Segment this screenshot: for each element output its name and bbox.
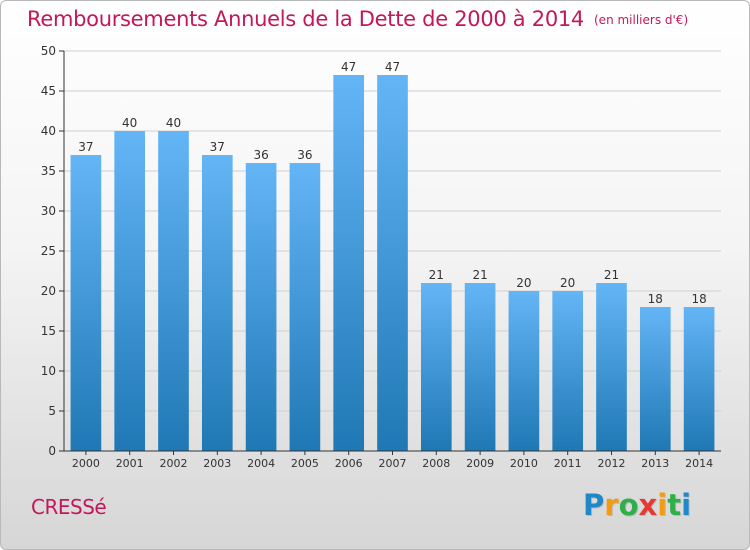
x-tick-label: 2011 bbox=[554, 457, 582, 470]
bar-value-label: 18 bbox=[648, 292, 663, 306]
bar-2001 bbox=[114, 131, 146, 451]
x-tick-label: 2006 bbox=[335, 457, 363, 470]
logo-letter: x bbox=[638, 488, 658, 522]
bar-2008 bbox=[420, 283, 452, 451]
bar-value-label: 20 bbox=[560, 276, 575, 290]
y-tick-label: 5 bbox=[48, 404, 56, 418]
logo-letter: o bbox=[618, 488, 639, 522]
x-tick-label: 2003 bbox=[203, 457, 231, 470]
bar-value-label: 36 bbox=[297, 148, 312, 162]
logo-letter: t bbox=[667, 488, 682, 522]
y-tick-label: 50 bbox=[41, 44, 56, 58]
y-tick-label: 40 bbox=[41, 124, 56, 138]
x-tick-label: 2005 bbox=[291, 457, 319, 470]
logo-letter: i bbox=[657, 488, 668, 522]
bar-value-label: 37 bbox=[78, 140, 93, 154]
bar-value-label: 21 bbox=[472, 268, 487, 282]
proxiti-logo: Proxiti bbox=[583, 488, 691, 522]
chart-title: Remboursements Annuels de la Dette de 20… bbox=[27, 7, 688, 31]
y-tick-label: 35 bbox=[41, 164, 56, 178]
x-tick-label: 2001 bbox=[116, 457, 144, 470]
x-tick-label: 2013 bbox=[641, 457, 669, 470]
chart-title-text: Remboursements Annuels de la Dette de 20… bbox=[27, 7, 584, 31]
bar-2009 bbox=[464, 283, 496, 451]
x-tick-label: 2010 bbox=[510, 457, 538, 470]
logo-letter: P bbox=[583, 488, 605, 522]
bar-value-label: 37 bbox=[210, 140, 225, 154]
y-tick-label: 10 bbox=[41, 364, 56, 378]
x-tick-label: 2014 bbox=[685, 457, 713, 470]
bar-2012 bbox=[596, 283, 627, 451]
bar-value-label: 21 bbox=[429, 268, 444, 282]
bar-2007 bbox=[377, 75, 408, 451]
x-tick-label: 2008 bbox=[422, 457, 450, 470]
bar-value-label: 40 bbox=[166, 116, 181, 130]
y-tick-label: 25 bbox=[41, 244, 56, 258]
y-tick-label: 45 bbox=[41, 84, 56, 98]
logo-letter: r bbox=[604, 488, 619, 522]
x-tick-label: 2012 bbox=[598, 457, 626, 470]
bar-value-label: 36 bbox=[253, 148, 268, 162]
bar-value-label: 20 bbox=[516, 276, 531, 290]
x-tick-label: 2000 bbox=[72, 457, 100, 470]
x-tick-label: 2009 bbox=[466, 457, 494, 470]
bar-value-label: 47 bbox=[341, 60, 356, 74]
bar-value-label: 18 bbox=[691, 292, 706, 306]
bar-2006 bbox=[333, 75, 365, 451]
x-tick-label: 2004 bbox=[247, 457, 275, 470]
y-tick-label: 20 bbox=[41, 284, 56, 298]
x-tick-label: 2007 bbox=[379, 457, 407, 470]
bar-value-label: 40 bbox=[122, 116, 137, 130]
bar-2004 bbox=[245, 163, 277, 451]
x-tick-label: 2002 bbox=[160, 457, 188, 470]
logo-letter: i bbox=[681, 488, 692, 522]
bar-2010 bbox=[508, 291, 540, 451]
bar-2005 bbox=[289, 163, 321, 451]
y-tick-label: 30 bbox=[41, 204, 56, 218]
bar-value-label: 47 bbox=[385, 60, 400, 74]
bar-value-label: 21 bbox=[604, 268, 619, 282]
bar-2002 bbox=[158, 131, 189, 451]
bar-2014 bbox=[683, 307, 715, 451]
bar-2003 bbox=[201, 155, 233, 451]
chart-unit-note: (en milliers d'€) bbox=[594, 13, 689, 27]
bar-2013 bbox=[639, 307, 671, 451]
y-tick-label: 0 bbox=[48, 444, 56, 458]
bar-2011 bbox=[552, 291, 584, 451]
y-tick-label: 15 bbox=[41, 324, 56, 338]
bar-2000 bbox=[70, 155, 102, 451]
commune-name: CRESSé bbox=[31, 495, 107, 519]
